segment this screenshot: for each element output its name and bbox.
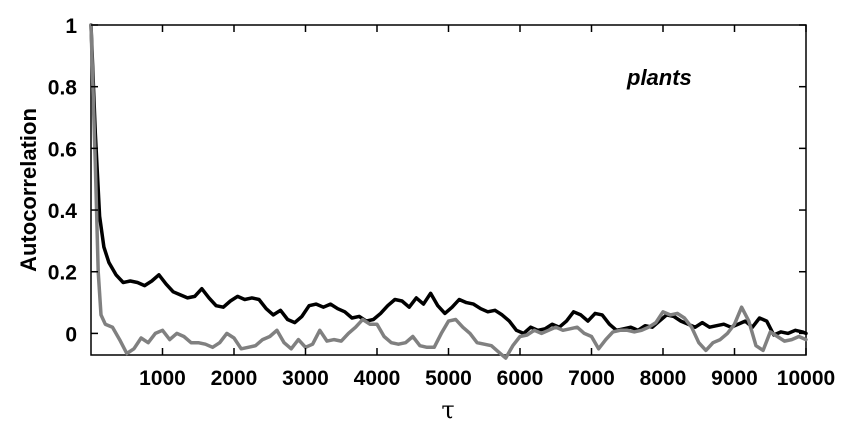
y-axis-title: Autocorrelation	[16, 108, 41, 272]
x-tick-label: 1000	[139, 367, 186, 390]
x-tick-label: 8000	[640, 367, 687, 390]
x-tick-label: 7000	[568, 367, 615, 390]
y-tick-label: 0.2	[48, 262, 77, 285]
x-tick-label: 2000	[211, 367, 258, 390]
y-tick-label: 0.6	[48, 138, 77, 161]
y-tick-label: 0.4	[48, 200, 78, 223]
x-tick-label: 5000	[425, 367, 472, 390]
y-tick-label: 1	[65, 15, 77, 38]
x-tick-label: 4000	[354, 367, 401, 390]
y-tick-label: 0	[65, 323, 77, 346]
plot-frame	[90, 24, 807, 356]
annotation-label: plants	[626, 65, 692, 90]
x-tick-label: 10000	[777, 367, 835, 390]
series-line-2	[89, 23, 808, 360]
x-tick-label: 3000	[282, 367, 329, 390]
ticks-layer: 1000 2000 3000 4000 5000 6000 7000 8000 9000 1000…	[48, 15, 835, 390]
series-layer	[89, 23, 808, 360]
x-axis-title: τ	[441, 396, 454, 424]
x-tick-label: 9000	[711, 367, 758, 390]
x-tick-label: 6000	[497, 367, 544, 390]
y-tick-label: 0.8	[48, 77, 78, 100]
